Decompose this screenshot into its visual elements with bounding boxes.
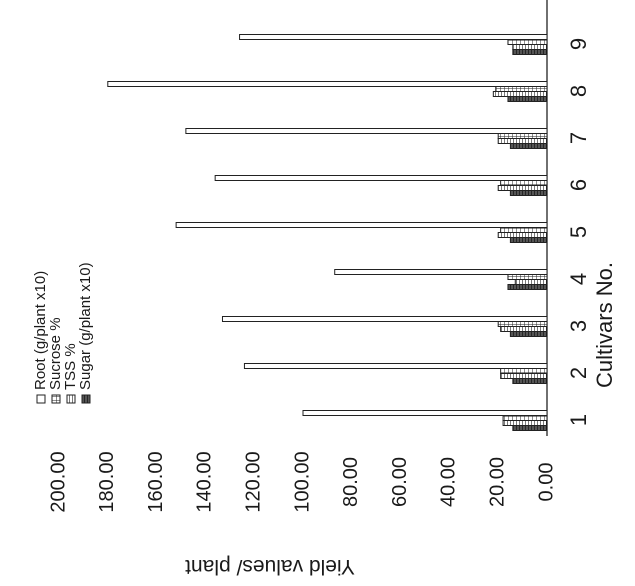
bar-open-cultivar-1 xyxy=(302,410,548,416)
value-tick-label: 120.00 xyxy=(242,451,264,512)
legend-swatch xyxy=(36,394,46,404)
value-tick-label: 180.00 xyxy=(96,451,118,512)
legend-label: Sucrose % xyxy=(47,317,64,390)
bar-open-cultivar-4 xyxy=(334,269,548,275)
plot-area xyxy=(107,0,548,436)
category-label: 5 xyxy=(566,226,591,238)
x-axis-title: Cultivars No. xyxy=(592,262,617,388)
value-tick-label: 80.00 xyxy=(340,457,362,507)
bar-hatch-cultivar-1 xyxy=(502,420,548,426)
bar-open-cultivar-7 xyxy=(185,128,548,134)
bar-dense-cultivar-8 xyxy=(507,96,548,102)
value-tick-label: 140.00 xyxy=(194,451,216,512)
bar-hatch-cultivar-3 xyxy=(500,326,548,332)
bar-dense-cultivar-7 xyxy=(509,143,548,149)
bar-hatch-cultivar-9 xyxy=(512,44,548,50)
value-tick-label: 20.00 xyxy=(486,457,508,507)
bar-grid-cultivar-9 xyxy=(507,39,548,45)
bar-dense-cultivar-9 xyxy=(512,49,548,55)
category-label: 3 xyxy=(566,320,591,332)
category-label: 2 xyxy=(566,367,591,379)
bar-grid-cultivar-6 xyxy=(500,180,548,186)
bar-hatch-cultivar-4 xyxy=(514,279,548,285)
bar-open-cultivar-8 xyxy=(107,81,548,87)
legend-label: TSS % xyxy=(62,343,79,390)
category-labels: 1 2 3 4 5 6 7 8 9 xyxy=(566,38,591,426)
legend-swatch xyxy=(66,394,76,404)
legend: Root (g/plant x10)Sucrose %TSS %Sugar (g… xyxy=(32,262,94,404)
bar-grid-cultivar-4 xyxy=(507,274,548,280)
bar-grid-cultivar-8 xyxy=(495,86,548,92)
bar-open-cultivar-9 xyxy=(239,34,548,40)
legend-swatch xyxy=(51,394,61,404)
value-tick-label: 100.00 xyxy=(291,451,313,512)
category-label: 1 xyxy=(566,414,591,426)
bar-grid-cultivar-7 xyxy=(497,133,548,139)
bar-hatch-cultivar-7 xyxy=(497,138,548,144)
bar-open-cultivar-5 xyxy=(175,222,548,228)
category-label: 4 xyxy=(566,273,591,285)
bar-dense-cultivar-6 xyxy=(509,190,548,196)
y-axis-title: Yield values/ plant xyxy=(185,555,355,578)
value-tick-label: 200.00 xyxy=(47,451,69,512)
category-label: 9 xyxy=(566,38,591,50)
bar-grid-cultivar-1 xyxy=(502,415,548,421)
legend-swatch xyxy=(81,394,91,404)
legend-label: Sugar (g/plant x10) xyxy=(77,262,94,390)
bar-open-cultivar-2 xyxy=(243,363,548,369)
value-tick-label: 0.00 xyxy=(535,463,557,502)
bar-grid-cultivar-3 xyxy=(497,321,548,327)
category-label: 6 xyxy=(566,179,591,191)
legend-label: Root (g/plant x10) xyxy=(32,271,49,390)
bar-dense-cultivar-5 xyxy=(509,237,548,243)
bar-dense-cultivar-4 xyxy=(507,284,548,290)
value-tick-labels: 0.00 20.00 40.00 60.00 80.00 100.00 120.00 140.… xyxy=(47,451,557,512)
bar-hatch-cultivar-6 xyxy=(497,185,548,191)
bar-grid-cultivar-2 xyxy=(500,368,548,374)
bar-hatch-cultivar-8 xyxy=(492,91,548,97)
bar-open-cultivar-6 xyxy=(214,175,548,181)
bar-dense-cultivar-2 xyxy=(512,378,548,384)
value-tick-label: 160.00 xyxy=(145,451,167,512)
bar-hatch-cultivar-2 xyxy=(500,373,548,379)
bar-dense-cultivar-1 xyxy=(512,425,548,431)
bar-grid-cultivar-5 xyxy=(500,227,548,233)
value-tick-label: 40.00 xyxy=(438,457,460,507)
bar-hatch-cultivar-5 xyxy=(497,232,548,238)
bar-dense-cultivar-3 xyxy=(509,331,548,337)
category-label: 8 xyxy=(566,85,591,97)
bar-open-cultivar-3 xyxy=(221,316,548,322)
value-tick-label: 60.00 xyxy=(389,457,411,507)
category-label: 7 xyxy=(566,132,591,144)
